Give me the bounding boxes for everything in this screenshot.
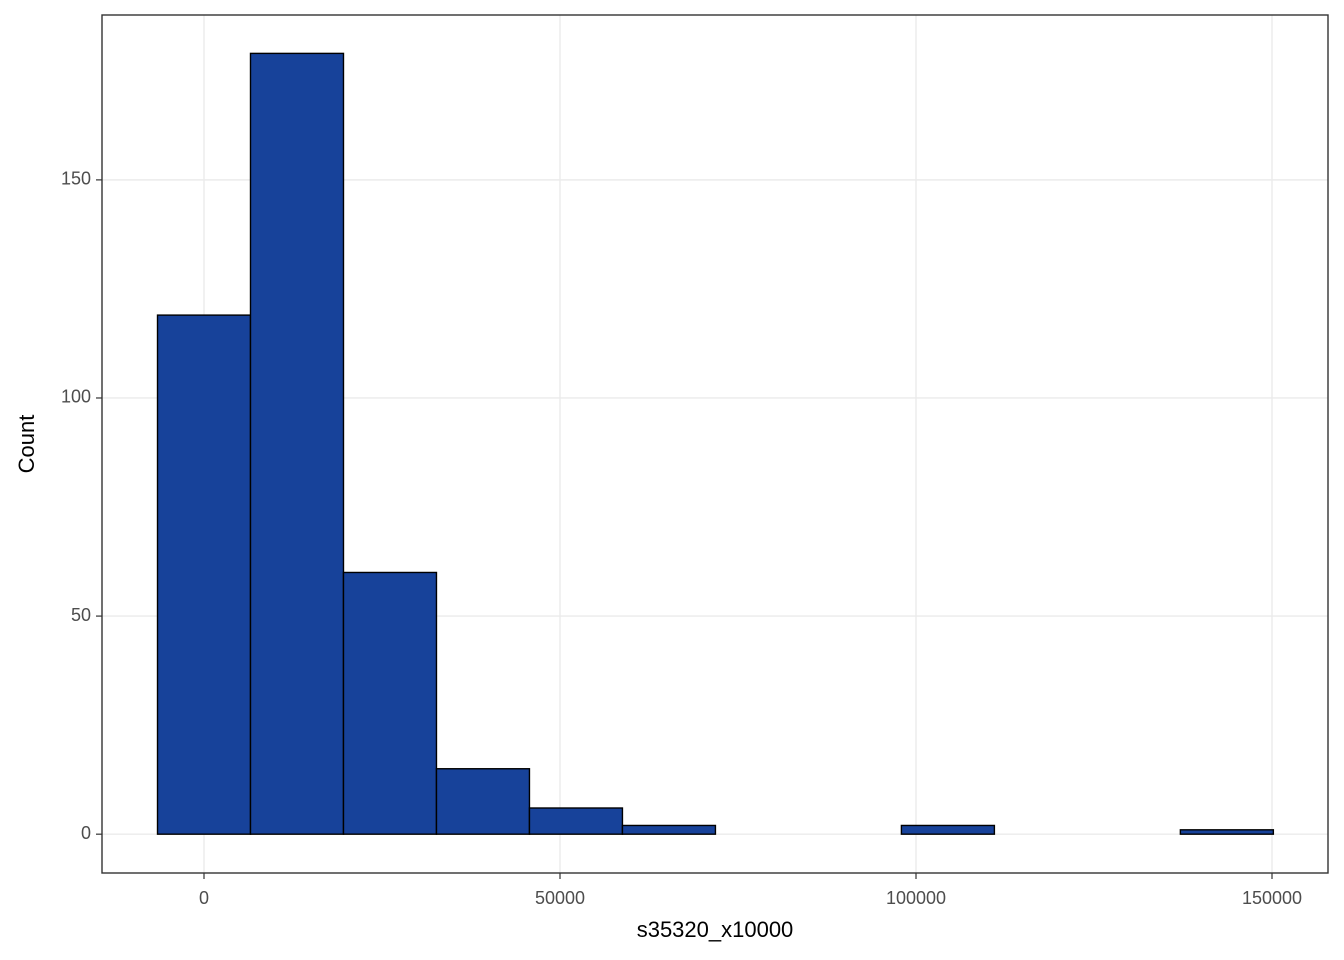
bar xyxy=(249,52,345,835)
bar xyxy=(342,571,438,835)
x-tick-label: 0 xyxy=(199,888,209,908)
x-tick-label: 150000 xyxy=(1242,888,1302,908)
bar xyxy=(900,824,996,835)
y-tick-label: 50 xyxy=(71,605,91,625)
y-axis-title: Count xyxy=(14,415,39,474)
bar xyxy=(156,314,252,835)
bar xyxy=(528,807,624,835)
y-tick-label: 150 xyxy=(61,169,91,189)
y-tick-label: 0 xyxy=(81,823,91,843)
plot-border xyxy=(101,14,1329,874)
bar xyxy=(621,824,717,835)
bar xyxy=(1179,829,1275,835)
x-tick-label: 50000 xyxy=(535,888,585,908)
y-tick-label: 100 xyxy=(61,387,91,407)
x-axis-title: s35320_x10000 xyxy=(637,917,794,942)
x-tick-label: 100000 xyxy=(886,888,946,908)
bar xyxy=(435,768,531,835)
